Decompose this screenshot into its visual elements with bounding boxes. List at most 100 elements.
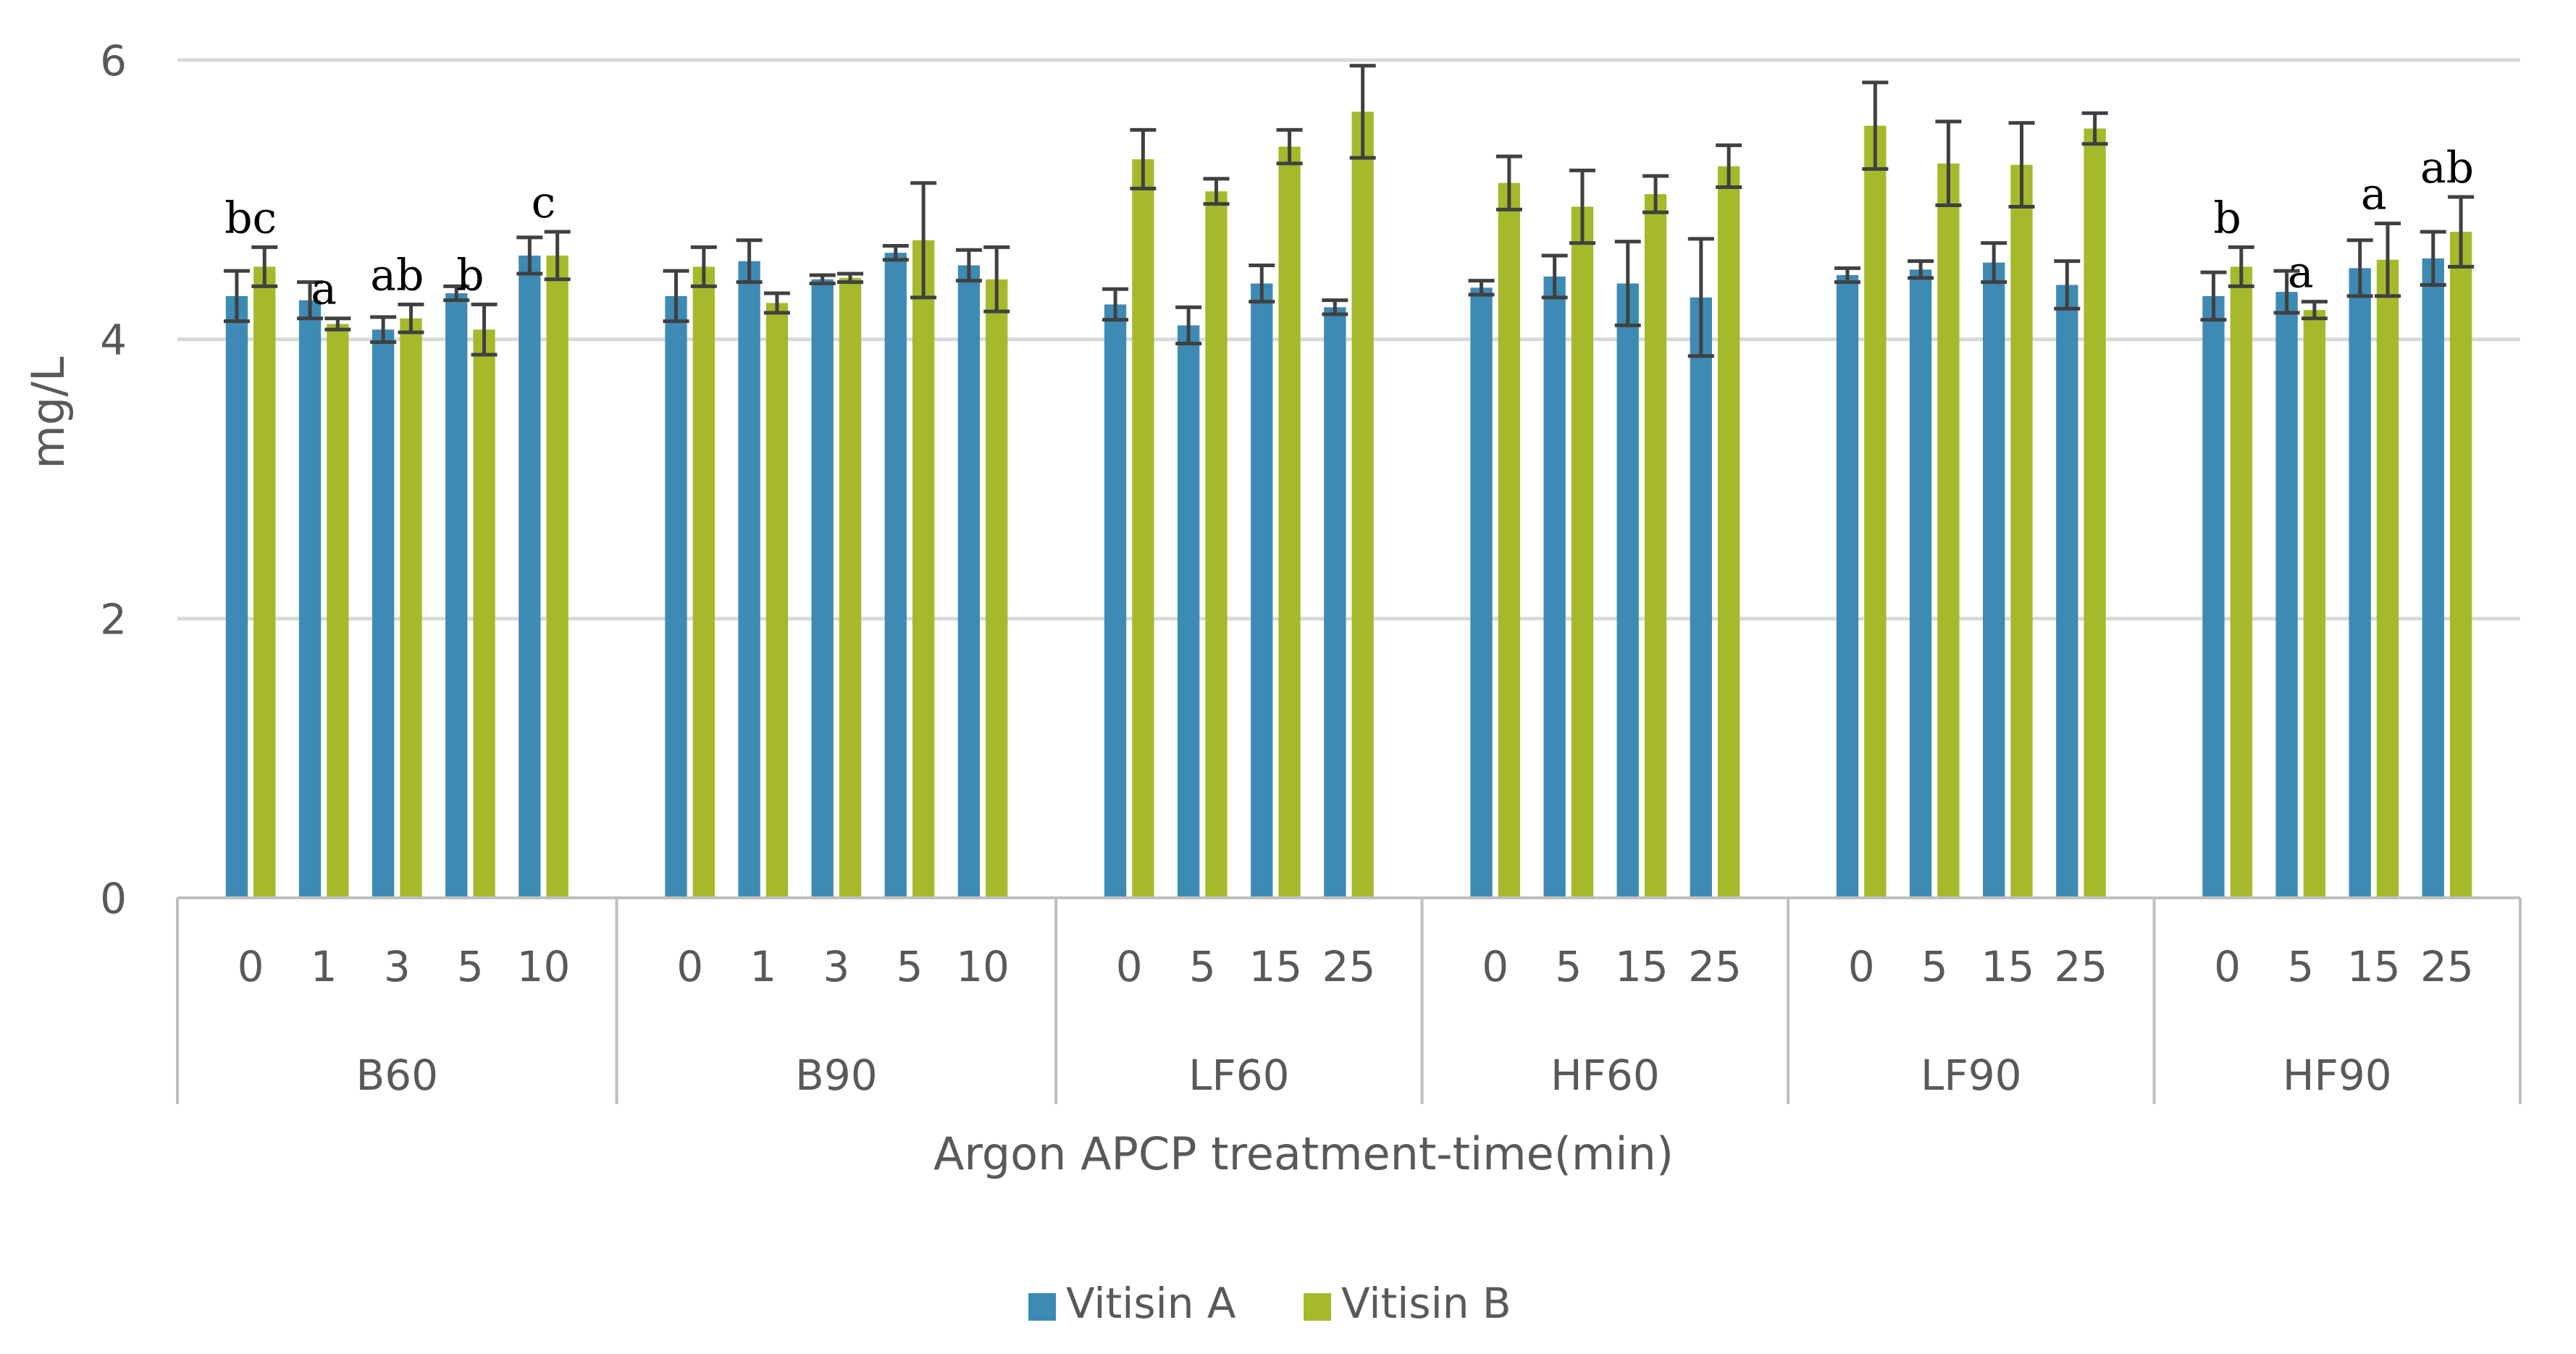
bar-vitisin-a — [225, 295, 248, 899]
bar-vitisin-b — [2449, 232, 2472, 898]
bar-vitisin-a — [738, 261, 760, 898]
bar-vitisin-b — [1717, 166, 1740, 898]
bar-vitisin-a — [1104, 304, 1127, 898]
bar-vitisin-b — [2376, 259, 2399, 898]
bar-vitisin-a — [1836, 274, 1859, 898]
x-tick-label: 5 — [1189, 942, 1216, 991]
bar-vitisin-b — [253, 266, 276, 899]
bar-vitisin-b — [1351, 112, 1374, 898]
significance-label: ab — [370, 250, 424, 300]
bar-vitisin-a — [519, 255, 541, 898]
group-label: HF60 — [1551, 1051, 1660, 1100]
bar-vitisin-a — [1983, 262, 2005, 898]
significance-label: a — [2361, 169, 2387, 220]
significance-label: b — [2213, 193, 2241, 243]
significance-label: c — [532, 177, 556, 228]
bar-vitisin-a — [372, 329, 395, 898]
bar-vitisin-b — [765, 303, 789, 898]
x-tick-label: 15 — [1981, 942, 2034, 991]
bar-vitisin-a — [1543, 276, 1566, 898]
bar-vitisin-b — [986, 279, 1008, 899]
bar-vitisin-b — [1278, 146, 1301, 899]
x-tick-label: 15 — [1249, 942, 1303, 991]
bar-vitisin-a — [811, 279, 834, 899]
x-tick-label: 1 — [750, 942, 776, 991]
x-tick-label: 15 — [1615, 942, 1669, 991]
x-tick-label: 25 — [2420, 942, 2474, 991]
y-tick-label: 2 — [100, 594, 127, 644]
bar-vitisin-a — [957, 265, 981, 899]
group-label: LF90 — [1921, 1051, 2021, 1100]
x-tick-label: 5 — [457, 942, 484, 991]
bar-vitisin-a — [2056, 285, 2078, 898]
bar-vitisin-b — [2084, 128, 2106, 899]
x-tick-label: 5 — [2287, 942, 2314, 991]
bar-vitisin-a — [1324, 307, 1346, 898]
x-tick-label: 25 — [2055, 942, 2108, 991]
x-tick-label: 5 — [1921, 942, 1948, 991]
bar-vitisin-b — [1937, 163, 1960, 899]
x-tick-label: 1 — [311, 942, 337, 991]
bar-vitisin-a — [1177, 325, 1200, 899]
bar-vitisin-a — [298, 300, 322, 898]
bar-vitisin-a — [445, 293, 468, 898]
legend: Vitisin A Vitisin B — [1028, 1279, 1511, 1328]
significance-label: bc — [225, 193, 277, 243]
y-axis-label: mg/L — [22, 356, 75, 469]
bar-vitisin-b — [400, 318, 422, 898]
x-axis-label: Argon APCP treatment-time(min) — [934, 1127, 1674, 1180]
y-tick-label: 6 — [100, 36, 127, 85]
significance-label: a — [2288, 248, 2314, 298]
x-tick-label: 25 — [1322, 942, 1376, 991]
group-label: HF90 — [2283, 1051, 2392, 1100]
x-tick-label: 3 — [823, 942, 849, 991]
legend-swatch-vitisin-b — [1304, 1293, 1331, 1321]
bar-vitisin-b — [839, 277, 862, 898]
legend-label: Vitisin A — [1066, 1279, 1236, 1328]
bar-vitisin-b — [2230, 266, 2252, 899]
bar-vitisin-b — [1205, 191, 1228, 899]
x-tick-label: 0 — [1482, 942, 1509, 991]
bar-vitisin-a — [1470, 287, 1493, 898]
x-tick-label: 0 — [2214, 942, 2241, 991]
bar-vitisin-a — [2422, 258, 2444, 898]
y-tick-label: 4 — [100, 316, 127, 365]
group-label: B60 — [356, 1051, 438, 1100]
bar-vitisin-b — [1498, 182, 1521, 898]
bar-vitisin-b — [1571, 206, 1594, 899]
legend-swatch-vitisin-a — [1028, 1293, 1056, 1321]
bar-vitisin-b — [1864, 125, 1887, 898]
bar-vitisin-b — [1132, 159, 1154, 898]
bar-vitisin-a — [1690, 297, 1712, 899]
bar-vitisin-a — [665, 295, 687, 899]
bar-vitisin-b — [692, 266, 715, 899]
significance-label: b — [456, 250, 484, 300]
x-tick-label: 0 — [676, 942, 703, 991]
x-tick-label: 0 — [238, 942, 264, 991]
legend-label: Vitisin B — [1341, 1279, 1511, 1328]
x-tick-label: 15 — [2347, 942, 2401, 991]
bar-vitisin-a — [2349, 268, 2371, 898]
x-tick-label: 10 — [517, 942, 571, 991]
bar-vitisin-b — [327, 324, 349, 899]
significance-label: a — [311, 264, 337, 315]
x-tick-label: 0 — [1848, 942, 1875, 991]
bar-vitisin-b — [2303, 310, 2326, 899]
bar-vitisin-b — [546, 255, 569, 898]
bar-vitisin-a — [1251, 283, 1273, 898]
bar-vitisin-a — [1616, 283, 1639, 898]
bar-vitisin-b — [473, 329, 495, 898]
x-tick-label: 10 — [956, 942, 1010, 991]
bar-vitisin-b — [1644, 194, 1667, 898]
bar-vitisin-b — [912, 240, 935, 898]
group-label: LF60 — [1188, 1051, 1289, 1100]
error-bars-layer — [223, 64, 2475, 358]
bar-vitisin-a — [2202, 295, 2225, 899]
x-tick-label: 3 — [384, 942, 411, 991]
bar-vitisin-a — [884, 253, 907, 898]
x-tick-label: 0 — [1116, 942, 1143, 991]
significance-label: ab — [2420, 143, 2474, 193]
bar-vitisin-a — [1909, 269, 1932, 898]
